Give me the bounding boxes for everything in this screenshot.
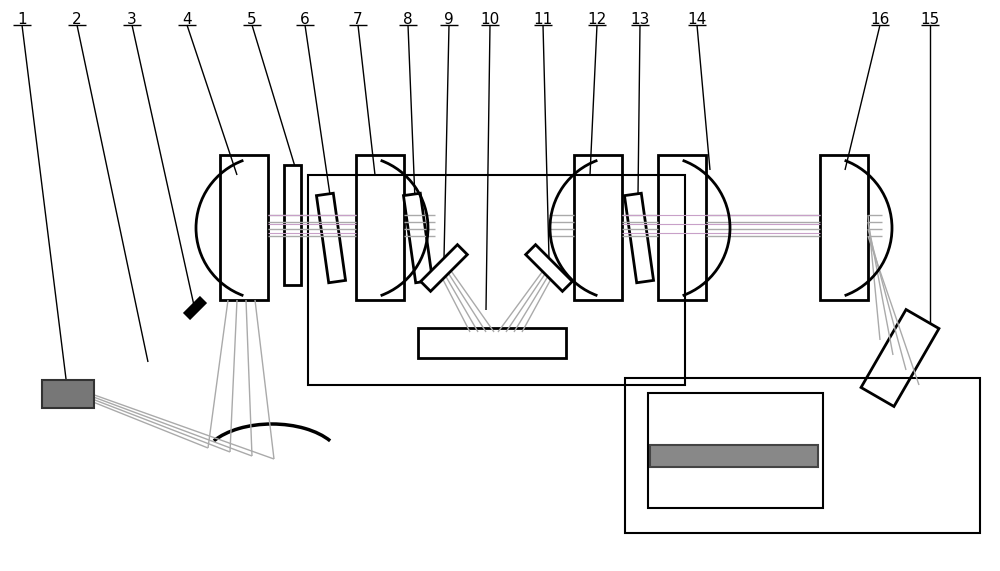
Bar: [625, 378, 980, 533]
Text: 7: 7: [353, 12, 363, 27]
Text: 1: 1: [17, 12, 27, 27]
Polygon shape: [184, 297, 206, 319]
Text: 10: 10: [480, 12, 500, 27]
Bar: [418, 328, 566, 358]
Text: 4: 4: [182, 12, 192, 27]
Bar: [356, 155, 404, 300]
Text: 6: 6: [300, 12, 310, 27]
Text: 3: 3: [127, 12, 137, 27]
Bar: [42, 380, 94, 408]
Bar: [220, 155, 268, 300]
Polygon shape: [861, 309, 939, 407]
Text: 13: 13: [630, 12, 650, 27]
Polygon shape: [316, 193, 346, 283]
Text: 11: 11: [533, 12, 553, 27]
Text: 12: 12: [587, 12, 607, 27]
Polygon shape: [624, 193, 654, 283]
Bar: [308, 175, 685, 385]
Text: 5: 5: [247, 12, 257, 27]
Polygon shape: [526, 244, 572, 291]
Bar: [650, 445, 818, 467]
Bar: [658, 155, 706, 300]
Text: 14: 14: [687, 12, 707, 27]
Text: 2: 2: [72, 12, 82, 27]
Polygon shape: [403, 193, 433, 283]
Bar: [820, 155, 868, 300]
Text: 16: 16: [870, 12, 890, 27]
Polygon shape: [421, 244, 467, 291]
Bar: [284, 165, 301, 285]
Bar: [574, 155, 622, 300]
Text: 8: 8: [403, 12, 413, 27]
Bar: [648, 393, 823, 508]
Text: 9: 9: [444, 12, 454, 27]
Text: 15: 15: [920, 12, 940, 27]
